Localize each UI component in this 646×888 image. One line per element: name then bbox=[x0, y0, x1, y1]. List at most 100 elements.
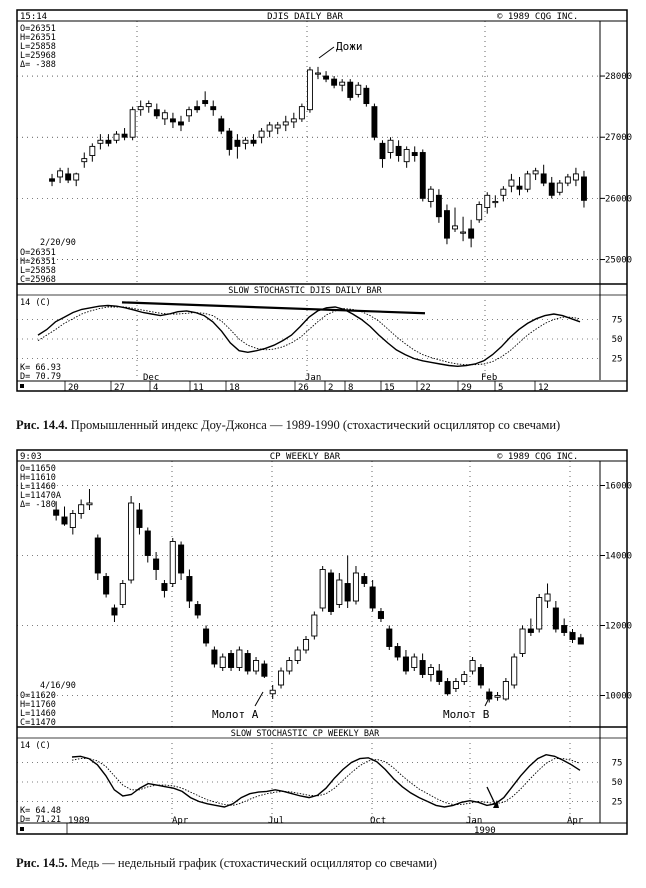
candle-body bbox=[65, 173, 72, 181]
candle-body bbox=[561, 625, 568, 633]
scroll-marker[interactable] bbox=[20, 384, 24, 388]
k-value: K= 66.93 bbox=[20, 363, 61, 373]
candle-body bbox=[129, 109, 136, 138]
candle-body bbox=[476, 204, 483, 221]
caption-text: Промышленный индекс Доу-Джонса — 1989-19… bbox=[70, 418, 561, 432]
month-label: 1989 bbox=[68, 816, 90, 826]
month-label: Apr bbox=[172, 816, 189, 826]
candle-body bbox=[386, 628, 393, 647]
figure-djis: 15:14 DJIS DAILY BAR © 1989 CQG INC. 250… bbox=[0, 0, 646, 440]
candle-body bbox=[97, 139, 104, 144]
stoch-tick-label: 50 bbox=[612, 778, 623, 788]
x-tick-label: 18 bbox=[229, 383, 240, 393]
candle-body bbox=[532, 170, 539, 175]
candle-body bbox=[81, 158, 88, 163]
d-value: D= 71.21 bbox=[20, 815, 61, 825]
price-axis: 25000 26000 27000 28000 bbox=[600, 72, 632, 266]
candle-body bbox=[194, 604, 201, 616]
candle-body bbox=[49, 178, 55, 182]
y-tick-label: 28000 bbox=[605, 72, 632, 82]
candle-body bbox=[461, 674, 468, 682]
candle-body bbox=[290, 118, 297, 123]
candle-body bbox=[444, 210, 450, 239]
candle-body bbox=[361, 576, 368, 584]
candle-body bbox=[169, 118, 176, 123]
x-tick-label: 11 bbox=[193, 383, 204, 393]
quote-date: 4/16/90 bbox=[40, 681, 76, 691]
caption-number: Рис. 14.4. bbox=[16, 418, 68, 432]
candle-body bbox=[194, 106, 201, 111]
candle-body bbox=[387, 139, 394, 153]
d-value: D= 70.79 bbox=[20, 372, 61, 382]
candle-body bbox=[145, 103, 152, 108]
candle-body bbox=[339, 81, 346, 86]
y-tick-label: 16000 bbox=[605, 482, 632, 492]
candle-body bbox=[315, 72, 321, 75]
x-tick-label: 29 bbox=[461, 383, 472, 393]
x-tick-label: 8 bbox=[348, 383, 353, 393]
candle-body bbox=[444, 681, 451, 695]
month-label: Jan bbox=[466, 816, 482, 826]
candle-body bbox=[73, 173, 80, 181]
candle-body bbox=[556, 182, 563, 193]
candle-body bbox=[250, 139, 257, 144]
candle-body bbox=[527, 628, 534, 633]
candle-body bbox=[403, 148, 410, 163]
candle-body bbox=[242, 139, 249, 144]
candle-body bbox=[395, 145, 402, 157]
candle-body bbox=[377, 611, 384, 619]
copyright: © 1989 CQG INC. bbox=[497, 452, 578, 462]
quote-bottom-line: H=11760 bbox=[20, 700, 56, 710]
scroll-marker[interactable] bbox=[20, 827, 24, 831]
quote-bottom-line: C=11470 bbox=[20, 718, 56, 728]
candle-body bbox=[477, 667, 484, 686]
candle-body bbox=[144, 530, 151, 556]
quote-top-line: H=26351 bbox=[20, 33, 56, 43]
candle-body bbox=[153, 558, 160, 570]
candle-body bbox=[111, 607, 118, 616]
price-candles bbox=[49, 66, 587, 248]
quote-bottom: 4/16/90 O=11620 H=11760 L=11460 C=11470 bbox=[20, 681, 76, 728]
candle-body bbox=[369, 586, 376, 609]
candle-body bbox=[548, 182, 555, 196]
x-tick-label: 12 bbox=[538, 383, 549, 393]
y-tick-label: 12000 bbox=[605, 622, 632, 632]
crossover-arrowhead bbox=[493, 800, 499, 808]
candle-body bbox=[266, 124, 273, 132]
copper-chart: 9:03 CP WEEKLY BAR © 1989 CQG INC. 10000… bbox=[16, 449, 632, 836]
y-tick-label: 10000 bbox=[605, 692, 632, 702]
time-axis: 1989 Apr Jul Oct Jan Apr 1990 bbox=[66, 816, 584, 836]
candle-body bbox=[234, 139, 241, 147]
month-label: Apr bbox=[567, 816, 584, 826]
candle-body bbox=[379, 142, 386, 160]
candle-body bbox=[178, 121, 184, 126]
candle-body bbox=[344, 583, 351, 602]
candle-body bbox=[564, 176, 571, 184]
stoch-k-line bbox=[37, 304, 581, 368]
quote-bottom-line: C=25968 bbox=[20, 275, 56, 285]
candle-body bbox=[331, 78, 338, 86]
candle-body bbox=[186, 109, 192, 117]
candle-body bbox=[161, 583, 168, 591]
candle-body bbox=[113, 133, 120, 141]
candle-body bbox=[119, 583, 126, 605]
month-label: Jul bbox=[268, 816, 284, 826]
figure2-caption: Рис. 14.5. Медь — недельный график (стох… bbox=[16, 856, 437, 871]
candle-body bbox=[511, 656, 518, 686]
candle-body bbox=[253, 660, 260, 672]
candle-body bbox=[94, 537, 101, 574]
candle-body bbox=[469, 660, 476, 672]
chart-title: CP WEEKLY BAR bbox=[270, 452, 341, 462]
copyright: © 1989 CQG INC. bbox=[497, 12, 578, 22]
candle-body bbox=[306, 69, 313, 111]
price-grid bbox=[17, 461, 600, 821]
candle-body bbox=[218, 118, 225, 132]
hammer-a-annotation: Молот A bbox=[212, 708, 259, 721]
year-label: 1990 bbox=[474, 826, 496, 836]
candle-body bbox=[203, 628, 210, 644]
candle-body bbox=[371, 106, 378, 138]
candle-body bbox=[427, 667, 434, 675]
x-tick-label: 5 bbox=[498, 383, 503, 393]
candle-body bbox=[484, 194, 491, 208]
quote-top-line: H=11610 bbox=[20, 473, 56, 483]
